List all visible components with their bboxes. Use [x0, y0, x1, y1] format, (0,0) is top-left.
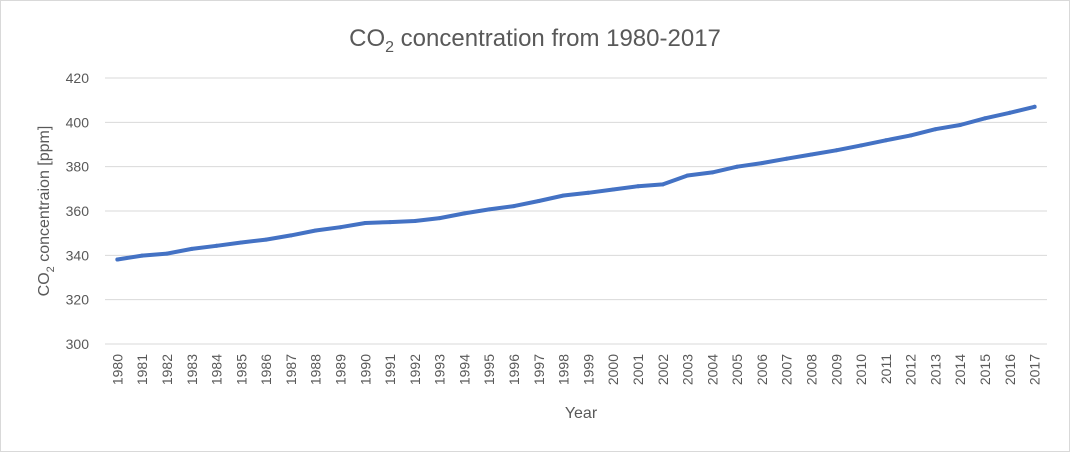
data-point: [189, 246, 194, 251]
data-point: [288, 233, 293, 238]
chart-title: CO2 concentration from 1980-2017: [349, 25, 721, 56]
data-point: [908, 133, 913, 138]
data-point: [536, 199, 541, 203]
data-point: [784, 156, 789, 161]
data-point: [834, 148, 839, 153]
data-point: [983, 116, 987, 121]
data-point: [883, 138, 888, 143]
x-tick-label: 2014: [952, 354, 968, 385]
x-tick-label: 1986: [258, 354, 274, 385]
x-tick-label: 1980: [109, 354, 125, 385]
x-tick-label: 2009: [828, 354, 844, 385]
x-tick-label: 1991: [382, 354, 398, 385]
data-point: [338, 225, 343, 230]
x-tick-label: 1994: [456, 354, 472, 385]
x-tick-label: 2011: [878, 354, 894, 384]
data-point: [685, 173, 690, 178]
x-tick-label: 2013: [927, 354, 943, 385]
x-tick-label: 2007: [779, 354, 795, 385]
data-point: [462, 211, 467, 216]
data-point: [165, 251, 169, 256]
x-tick-labels: 1980 1981 1982 1983 1984 1985 1986 1987 1988 1989…: [109, 354, 1042, 385]
y-tick-label: 360: [66, 203, 90, 219]
x-tick-label: 2008: [804, 354, 820, 385]
x-tick-label: 2010: [853, 354, 869, 385]
data-point: [487, 207, 492, 212]
data-point: [586, 190, 591, 195]
x-tick-label: 2016: [1002, 354, 1018, 385]
y-tick-label: 380: [66, 159, 90, 175]
y-tick-label: 300: [66, 336, 90, 352]
x-tick-label: 2006: [754, 354, 770, 385]
x-tick-label: 1985: [233, 354, 249, 385]
y-axis-title: CO2 concentraion [ppm]: [36, 126, 57, 297]
data-point: [140, 253, 145, 258]
data-point: [660, 182, 665, 187]
x-tick-label: 1997: [531, 354, 547, 385]
data-point: [859, 143, 864, 148]
x-tick-label: 2012: [903, 354, 919, 385]
data-point: [239, 240, 244, 245]
x-tick-label: 2005: [729, 354, 745, 385]
series-line: [115, 104, 1037, 262]
data-point: [313, 228, 318, 233]
x-tick-label: 2017: [1027, 354, 1043, 385]
y-tick-labels: 300 320 340 360 380 400 420: [66, 70, 90, 352]
x-tick-label: 2002: [655, 354, 671, 385]
data-point: [759, 161, 764, 166]
x-tick-label: 2001: [630, 354, 646, 385]
x-tick-label: 2000: [605, 354, 621, 385]
series-layer: [115, 104, 1037, 262]
data-point: [933, 127, 938, 132]
x-tick-label: 1992: [407, 354, 423, 385]
data-point: [264, 237, 269, 242]
data-point: [611, 187, 616, 192]
x-tick-label: 1999: [580, 354, 596, 385]
data-point: [1007, 110, 1012, 115]
data-point: [735, 164, 740, 169]
data-point: [115, 257, 120, 262]
data-point: [1032, 104, 1037, 109]
y-tick-label: 400: [66, 114, 90, 130]
y-tick-label: 420: [66, 70, 90, 86]
x-tick-label: 1993: [432, 354, 448, 385]
data-point: [512, 204, 516, 209]
x-tick-label: 1988: [308, 354, 324, 385]
data-point: [363, 221, 368, 225]
data-point: [710, 170, 715, 175]
data-point: [388, 220, 393, 225]
x-tick-label: 1995: [481, 354, 497, 385]
data-point: [437, 216, 442, 221]
data-point: [561, 193, 566, 198]
y-tick-label: 320: [66, 292, 90, 308]
data-point: [636, 184, 640, 189]
x-tick-label: 1987: [283, 354, 299, 385]
x-tick-label: 2004: [704, 354, 720, 385]
data-point: [809, 152, 814, 157]
x-tick-label: 1996: [506, 354, 522, 385]
data-point: [412, 219, 417, 223]
x-tick-label: 1990: [357, 354, 373, 385]
gridlines: [105, 77, 1047, 345]
x-tick-label: 1998: [556, 354, 572, 385]
y-tick-label: 340: [66, 247, 90, 263]
x-tick-label: 1989: [333, 354, 349, 385]
x-tick-label: 1983: [184, 354, 200, 385]
x-tick-label: 1982: [159, 354, 175, 385]
x-tick-label: 2015: [977, 354, 993, 385]
x-tick-label: 1984: [209, 354, 225, 385]
data-point: [958, 123, 963, 127]
x-tick-label: 2003: [680, 354, 696, 385]
x-tick-label: 1981: [134, 354, 150, 385]
x-axis-title: Year: [565, 405, 598, 422]
data-point: [214, 243, 219, 248]
